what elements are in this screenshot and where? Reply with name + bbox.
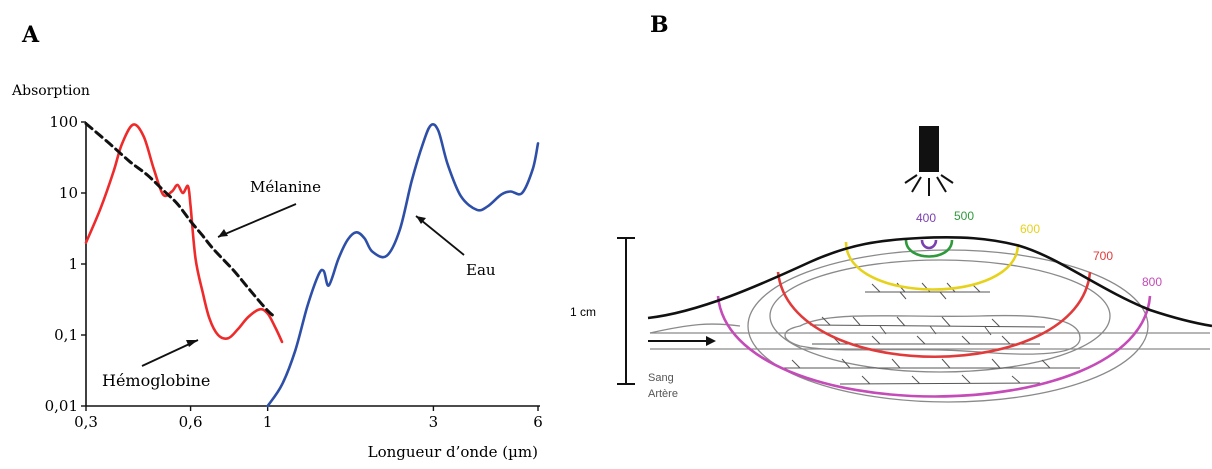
y-tick-label: 100 — [49, 113, 78, 131]
series-line-eau — [266, 123, 540, 408]
annotation-hemoglobine: Hémoglobine — [102, 371, 210, 390]
x-tick-label: 6 — [533, 413, 543, 431]
penetration-arc-500 — [904, 239, 954, 258]
x-axis-title: Longueur d’onde (µm) — [368, 443, 538, 461]
blood-flow-arrow-head — [706, 336, 716, 346]
panel-b-label: B — [650, 12, 669, 38]
vessel-label-sang: Sang — [648, 372, 674, 384]
panel-b-diagram: B 1 cm Sang Artère — [570, 12, 1212, 403]
panel-a-chart: A Absorption Longueur d’onde (µm) 100101… — [11, 22, 543, 461]
x-tick-label: 0,3 — [74, 413, 98, 431]
arrow-melanine-head — [218, 229, 228, 237]
y-tick-label: 0,01 — [45, 397, 78, 415]
annotation-eau: Eau — [466, 261, 496, 279]
penetration-arc-700 — [776, 271, 1092, 358]
panel-a-label: A — [21, 22, 40, 48]
y-tick-label: 10 — [59, 184, 78, 202]
series-line-mlanine — [84, 122, 277, 319]
lamp-icon — [904, 126, 954, 196]
y-tick-label: 1 — [68, 255, 78, 273]
wavelength-label-500: 500 — [954, 209, 974, 223]
capillary-network — [780, 282, 1080, 385]
x-ticks: 0,3 0,6 1 3 6 — [74, 406, 543, 431]
wavelength-label-400: 400 — [916, 211, 936, 225]
x-tick-label: 3 — [429, 413, 439, 431]
annotation-melanine: Mélanine — [250, 178, 321, 196]
arrow-hemoglobine-head — [186, 340, 198, 347]
wavelength-label-800: 800 — [1142, 275, 1162, 289]
penetration-arc-600 — [844, 241, 1020, 291]
wavelength-label-600: 600 — [1020, 222, 1040, 236]
wavelength-label-700: 700 — [1093, 249, 1113, 263]
arrow-melanine — [217, 203, 297, 238]
penetration-arc-400 — [920, 239, 938, 250]
wavelength-labels: 400 500 600 700 800 — [916, 209, 1162, 289]
x-tick-label: 1 — [263, 413, 273, 431]
y-tick-label: 0,1 — [54, 326, 78, 344]
skin-surface — [647, 235, 1212, 328]
series-layer — [84, 122, 540, 408]
y-ticks: 100 10 1 0,1 0,01 — [45, 113, 86, 415]
penetration-arc-800 — [716, 295, 1152, 398]
y-axis-title: Absorption — [11, 83, 90, 99]
tissue-structure — [649, 249, 1210, 403]
scale-bar — [617, 237, 635, 385]
penetration-arcs — [716, 239, 1152, 398]
arrow-eau-head — [416, 216, 426, 224]
arrow-eau — [415, 215, 465, 256]
vessel-label-artere: Artère — [648, 388, 678, 400]
x-tick-label: 0,6 — [179, 413, 203, 431]
scale-label: 1 cm — [570, 305, 596, 319]
series-line-hmoglobine — [84, 123, 284, 344]
